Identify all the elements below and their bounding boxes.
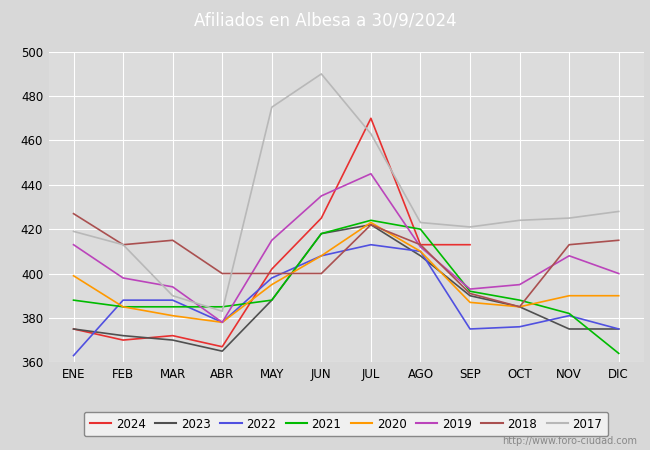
Legend: 2024, 2023, 2022, 2021, 2020, 2019, 2018, 2017: 2024, 2023, 2022, 2021, 2020, 2019, 2018… bbox=[84, 412, 608, 436]
Text: Afiliados en Albesa a 30/9/2024: Afiliados en Albesa a 30/9/2024 bbox=[194, 11, 456, 29]
Text: http://www.foro-ciudad.com: http://www.foro-ciudad.com bbox=[502, 436, 637, 446]
